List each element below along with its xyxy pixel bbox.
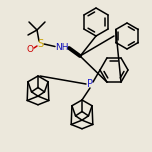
Text: O: O <box>26 45 33 55</box>
Text: P: P <box>87 79 93 89</box>
Text: S: S <box>37 39 43 49</box>
Text: NH: NH <box>55 43 69 52</box>
